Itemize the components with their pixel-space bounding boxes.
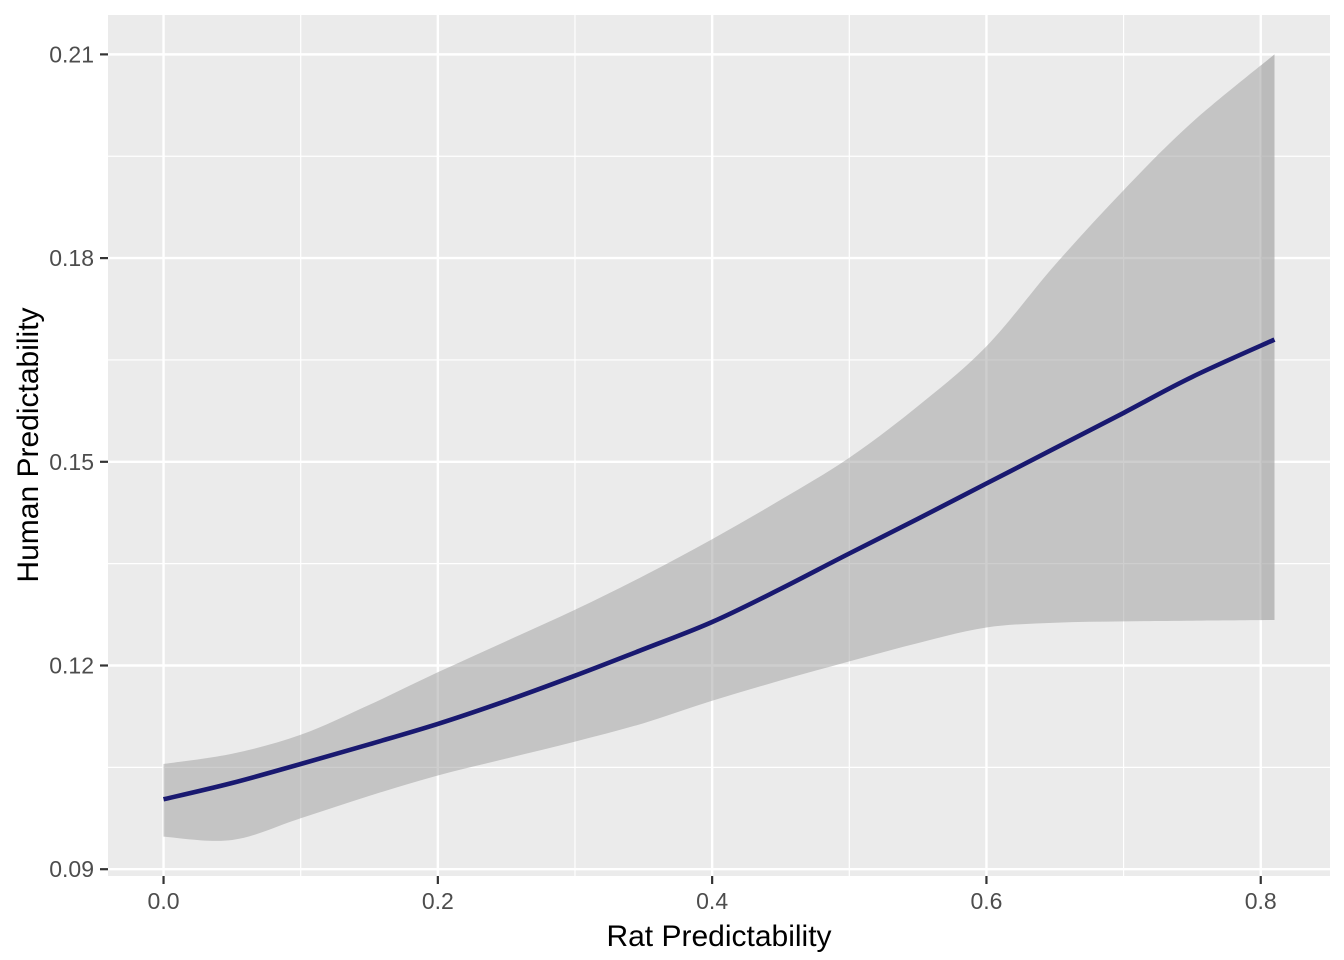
x-axis-tick-label: 0.2 xyxy=(422,888,454,914)
axes: 0.0 0.2 0.4 0.6 0.8 0.09 0.12 0.15 0.18 0.21 xyxy=(49,41,1276,914)
fit-line xyxy=(162,337,1276,802)
smoothed-fit-line xyxy=(162,337,1276,802)
panel-background xyxy=(108,15,1330,876)
y-axis-tick-label: 0.15 xyxy=(49,449,94,475)
x-axis-tick-label: 0.8 xyxy=(1245,888,1277,914)
x-axis-tick-label: 0.4 xyxy=(696,888,728,914)
y-axis-tick-label: 0.09 xyxy=(49,856,94,882)
y-axis-tick-label: 0.18 xyxy=(49,245,94,271)
confidence-band-overlap xyxy=(1260,54,1275,621)
x-axis-tick-label: 0.6 xyxy=(970,888,1002,914)
x-axis-title: Rat Predictability xyxy=(606,920,831,953)
grid-minor-lines xyxy=(108,15,1330,876)
y-axis-tick-label: 0.12 xyxy=(49,653,94,679)
y-axis-title: Human Predictability xyxy=(12,307,45,582)
y-axis-tick-label: 0.21 xyxy=(49,41,94,67)
grid-major-lines xyxy=(108,15,1330,876)
plot-panel xyxy=(108,15,1330,876)
x-axis-tick-label: 0.0 xyxy=(148,888,180,914)
